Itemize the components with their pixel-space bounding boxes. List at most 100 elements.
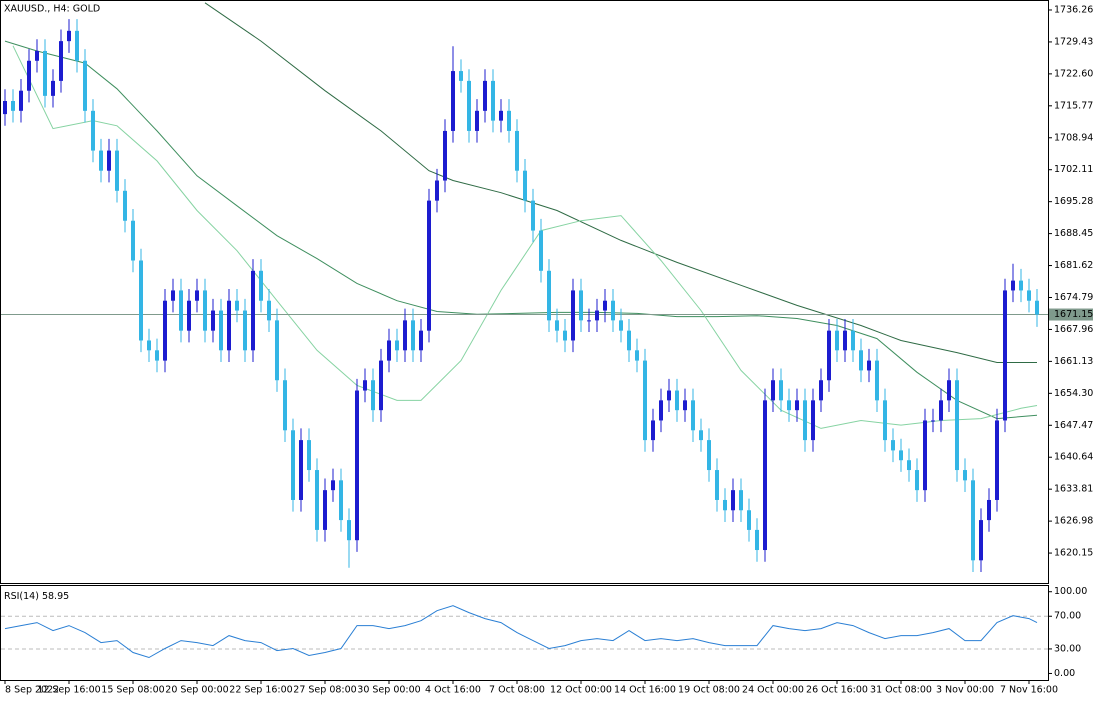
x-tick-label: 27 Sep 08:00 bbox=[293, 685, 356, 696]
y-tick-label: 1695.28 bbox=[1054, 196, 1093, 207]
candle-body bbox=[491, 80, 495, 121]
x-tick-label: 19 Oct 08:00 bbox=[678, 685, 740, 696]
rsi-line bbox=[4, 605, 1038, 659]
rsi-name: RSI(14) bbox=[4, 591, 39, 602]
candle-body bbox=[659, 400, 663, 421]
candle-body bbox=[651, 420, 655, 441]
candle-body bbox=[259, 270, 263, 301]
candle-body bbox=[779, 380, 783, 401]
candle-body bbox=[611, 300, 615, 321]
y-tick-label: 30.00 bbox=[1054, 643, 1081, 654]
candle-body bbox=[1035, 300, 1039, 315]
candle-body bbox=[683, 400, 687, 411]
candle-body bbox=[403, 320, 407, 351]
candle-body bbox=[163, 300, 167, 361]
x-tick-label: 22 Sep 16:00 bbox=[229, 685, 292, 696]
y-tick-label: 100.00 bbox=[1054, 586, 1087, 597]
candle-body bbox=[643, 360, 647, 441]
candle-body bbox=[763, 400, 767, 551]
candle-body bbox=[203, 290, 207, 331]
candle-body bbox=[475, 110, 479, 131]
rsi-title: RSI(14) 58.95 bbox=[4, 591, 69, 602]
y-tick-label: 1729.43 bbox=[1054, 36, 1093, 47]
candle-body bbox=[139, 260, 143, 341]
candle-body bbox=[51, 80, 55, 96]
y-tick-label: 0.00 bbox=[1054, 668, 1075, 679]
candle-body bbox=[507, 110, 511, 131]
candle-body bbox=[27, 60, 31, 91]
x-tick-label: 26 Oct 16:00 bbox=[806, 685, 868, 696]
y-tick-label: 1640.64 bbox=[1054, 452, 1093, 463]
candle-body bbox=[363, 380, 367, 391]
candle-body bbox=[499, 110, 503, 121]
last-price-box bbox=[1049, 308, 1093, 321]
candle-body bbox=[699, 430, 703, 441]
candle-body bbox=[803, 400, 807, 441]
candle-body bbox=[355, 390, 359, 541]
x-tick-label: 31 Oct 08:00 bbox=[870, 685, 932, 696]
candle-body bbox=[635, 350, 639, 361]
candle-body bbox=[115, 150, 119, 191]
candle-body bbox=[995, 420, 999, 500]
candle-body bbox=[179, 290, 183, 331]
candle-body bbox=[787, 400, 791, 411]
candle-body bbox=[747, 510, 751, 530]
candle-body bbox=[627, 330, 631, 351]
candle-body bbox=[539, 230, 543, 271]
candle-body bbox=[739, 490, 743, 511]
candle-body bbox=[1019, 280, 1023, 291]
candle-body bbox=[99, 150, 103, 171]
candle-body bbox=[771, 380, 775, 401]
candle-body bbox=[563, 330, 567, 341]
y-tick-label: 1654.30 bbox=[1054, 388, 1093, 399]
candle-body bbox=[219, 310, 223, 351]
x-tick-label: 3 Nov 00:00 bbox=[936, 685, 994, 696]
candle-body bbox=[283, 380, 287, 431]
candle-body bbox=[939, 400, 943, 421]
y-tick-label: 70.00 bbox=[1054, 611, 1081, 622]
candle-body bbox=[339, 480, 343, 521]
candle-body bbox=[899, 450, 903, 461]
candle-body bbox=[211, 310, 215, 331]
candle-body bbox=[555, 320, 559, 331]
candle-body bbox=[667, 390, 671, 401]
candle-body bbox=[67, 30, 71, 42]
candle-body bbox=[915, 470, 919, 491]
moving-average bbox=[12, 45, 1038, 429]
candle-body bbox=[459, 71, 463, 81]
candle-body bbox=[19, 90, 23, 111]
candle-body bbox=[987, 499, 991, 521]
candle-body bbox=[603, 300, 607, 311]
candle-body bbox=[811, 400, 815, 441]
y-tick-label: 1722.60 bbox=[1054, 68, 1093, 79]
candle-body bbox=[827, 330, 831, 381]
chart-title: XAUUSD., H4: GOLD bbox=[4, 4, 100, 15]
candle-body bbox=[715, 470, 719, 500]
candle-body bbox=[867, 360, 871, 371]
y-tick-label: 1633.81 bbox=[1054, 484, 1093, 495]
rsi-frame bbox=[0, 585, 1049, 681]
candle-body bbox=[243, 310, 247, 351]
candle-body bbox=[531, 200, 535, 231]
candle-body bbox=[275, 320, 279, 381]
candle-body bbox=[835, 330, 839, 351]
y-tick-label: 1667.96 bbox=[1054, 324, 1093, 335]
candle-body bbox=[131, 220, 135, 261]
candle-body bbox=[427, 200, 431, 331]
candle-body bbox=[235, 300, 239, 311]
candle-body bbox=[851, 330, 855, 351]
candle-body bbox=[523, 170, 527, 201]
candle-body bbox=[315, 470, 319, 530]
y-tick-label: 1688.45 bbox=[1054, 228, 1093, 239]
candle-body bbox=[267, 300, 271, 321]
candle-body bbox=[323, 490, 327, 530]
candle-body bbox=[619, 320, 623, 331]
candle-body bbox=[955, 380, 959, 471]
y-tick-label: 1626.98 bbox=[1054, 516, 1093, 527]
x-tick-label: 12 Sep 16:00 bbox=[37, 685, 100, 696]
candle-body bbox=[435, 180, 439, 201]
candle-body bbox=[723, 499, 727, 511]
y-tick-label: 1681.62 bbox=[1054, 260, 1093, 271]
